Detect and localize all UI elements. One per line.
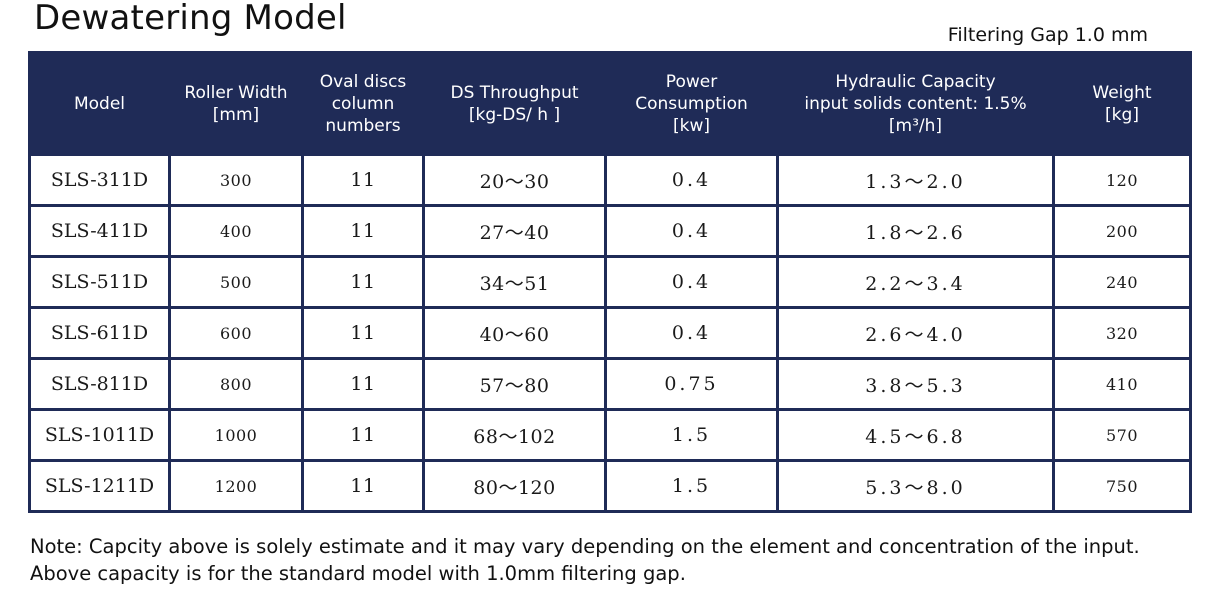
note-line-1: Note: Capcity above is solely estimate a… [30, 535, 1140, 558]
oval-discs-cell: 11 [301, 306, 425, 360]
hydraulic-capacity-cell: 5.3～8.0 [776, 459, 1055, 513]
ds-throughput-cell: 80～120 [422, 459, 607, 513]
table-row: SLS-611D 600 11 40～60 0.4 2.6～4.0 320 [28, 306, 1192, 360]
power-cell: 0.4 [604, 306, 779, 360]
ds-throughput-cell: 68～102 [422, 408, 607, 462]
hydraulic-capacity-cell: 1.3～2.0 [776, 153, 1055, 207]
table-row: SLS-811D 800 11 57～80 0.75 3.8～5.3 410 [28, 357, 1192, 411]
page-title: Dewatering Model [34, 0, 347, 38]
note-line-2: Above capacity is for the standard model… [30, 562, 686, 585]
table-row: SLS-1011D 1000 11 68～102 1.5 4.5～6.8 570 [28, 408, 1192, 462]
weight-cell: 240 [1052, 255, 1192, 309]
hydraulic-capacity-cell: 4.5～6.8 [776, 408, 1055, 462]
roller-width-cell: 500 [168, 255, 304, 309]
weight-cell: 750 [1052, 459, 1192, 513]
ds-throughput-cell: 20～30 [422, 153, 607, 207]
model-cell: SLS-611D [28, 306, 171, 360]
power-cell: 1.5 [604, 408, 779, 462]
power-cell: 0.4 [604, 153, 779, 207]
power-cell: 0.4 [604, 204, 779, 258]
ds-throughput-cell: 34～51 [422, 255, 607, 309]
specification-table: Model Roller Width [mm] Oval discs colum… [28, 51, 1192, 513]
oval-discs-cell: 11 [301, 408, 425, 462]
hydraulic-capacity-cell: 2.6～4.0 [776, 306, 1055, 360]
header-oval-discs: Oval discs column numbers [301, 51, 425, 156]
header-weight: Weight [kg] [1052, 51, 1192, 156]
roller-width-cell: 1200 [168, 459, 304, 513]
oval-discs-cell: 11 [301, 357, 425, 411]
weight-cell: 320 [1052, 306, 1192, 360]
table-header-row: Model Roller Width [mm] Oval discs colum… [28, 51, 1192, 156]
ds-throughput-cell: 40～60 [422, 306, 607, 360]
hydraulic-capacity-cell: 2.2～3.4 [776, 255, 1055, 309]
model-cell: SLS-1211D [28, 459, 171, 513]
filtering-gap-label: Filtering Gap 1.0 mm [947, 24, 1148, 46]
roller-width-cell: 600 [168, 306, 304, 360]
model-cell: SLS-411D [28, 204, 171, 258]
header-model: Model [28, 51, 171, 156]
header-power-consumption: Power Consumption [kw] [604, 51, 779, 156]
hydraulic-capacity-cell: 3.8～5.3 [776, 357, 1055, 411]
oval-discs-cell: 11 [301, 204, 425, 258]
weight-cell: 570 [1052, 408, 1192, 462]
roller-width-cell: 1000 [168, 408, 304, 462]
model-cell: SLS-511D [28, 255, 171, 309]
power-cell: 0.75 [604, 357, 779, 411]
weight-cell: 120 [1052, 153, 1192, 207]
power-cell: 1.5 [604, 459, 779, 513]
model-cell: SLS-1011D [28, 408, 171, 462]
header-roller-width: Roller Width [mm] [168, 51, 304, 156]
roller-width-cell: 300 [168, 153, 304, 207]
oval-discs-cell: 11 [301, 153, 425, 207]
oval-discs-cell: 11 [301, 255, 425, 309]
roller-width-cell: 400 [168, 204, 304, 258]
weight-cell: 410 [1052, 357, 1192, 411]
hydraulic-capacity-cell: 1.8～2.6 [776, 204, 1055, 258]
table-row: SLS-411D 400 11 27～40 0.4 1.8～2.6 200 [28, 204, 1192, 258]
power-cell: 0.4 [604, 255, 779, 309]
header-ds-throughput: DS Throughput [kg-DS/ h ] [422, 51, 607, 156]
weight-cell: 200 [1052, 204, 1192, 258]
table-row: SLS-511D 500 11 34～51 0.4 2.2～3.4 240 [28, 255, 1192, 309]
ds-throughput-cell: 27～40 [422, 204, 607, 258]
ds-throughput-cell: 57～80 [422, 357, 607, 411]
table-row: SLS-1211D 1200 11 80～120 1.5 5.3～8.0 750 [28, 459, 1192, 513]
header-hydraulic-capacity: Hydraulic Capacity input solids content:… [776, 51, 1055, 156]
oval-discs-cell: 11 [301, 459, 425, 513]
capacity-note: Note: Capcity above is solely estimate a… [30, 533, 1140, 587]
roller-width-cell: 800 [168, 357, 304, 411]
model-cell: SLS-311D [28, 153, 171, 207]
table-row: SLS-311D 300 11 20～30 0.4 1.3～2.0 120 [28, 153, 1192, 207]
model-cell: SLS-811D [28, 357, 171, 411]
